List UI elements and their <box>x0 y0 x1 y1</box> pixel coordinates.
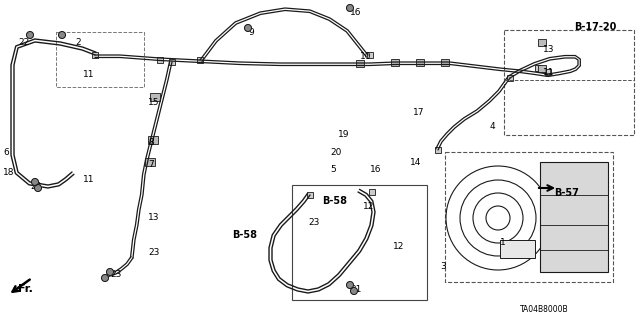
Circle shape <box>244 25 252 32</box>
FancyBboxPatch shape <box>416 58 424 65</box>
FancyBboxPatch shape <box>538 64 546 71</box>
Bar <box>307 192 313 198</box>
Bar <box>367 52 373 58</box>
FancyBboxPatch shape <box>150 93 160 101</box>
Text: 6: 6 <box>3 148 9 157</box>
Text: 13: 13 <box>148 213 159 222</box>
Bar <box>504 30 634 135</box>
Text: 21: 21 <box>350 285 362 294</box>
Text: B-17-20: B-17-20 <box>574 22 616 32</box>
Text: 14: 14 <box>410 158 421 167</box>
Text: 16: 16 <box>350 8 362 17</box>
Text: 10: 10 <box>360 52 371 61</box>
Bar <box>545 69 551 75</box>
Bar <box>56 32 144 87</box>
Circle shape <box>26 32 33 39</box>
Text: 7: 7 <box>148 160 154 169</box>
Text: 23: 23 <box>110 270 122 279</box>
Text: 16: 16 <box>370 165 381 174</box>
Text: 22: 22 <box>18 38 29 47</box>
Text: 2: 2 <box>75 38 81 47</box>
FancyBboxPatch shape <box>500 240 535 258</box>
Text: 1: 1 <box>500 238 506 247</box>
Text: B-57: B-57 <box>554 188 579 198</box>
Bar <box>507 75 513 81</box>
Text: 15: 15 <box>148 98 159 107</box>
Circle shape <box>346 281 353 288</box>
Text: 3: 3 <box>440 262 445 271</box>
Text: 11: 11 <box>543 68 554 77</box>
Text: 17: 17 <box>413 108 424 117</box>
Circle shape <box>58 32 65 39</box>
Text: 5: 5 <box>330 165 336 174</box>
Bar <box>445 152 613 282</box>
Bar <box>197 57 203 63</box>
FancyBboxPatch shape <box>148 136 158 144</box>
Bar <box>157 57 163 63</box>
Text: 20: 20 <box>330 148 341 157</box>
Text: 23: 23 <box>30 182 42 191</box>
Text: 13: 13 <box>543 45 554 54</box>
Text: 23: 23 <box>148 248 159 257</box>
FancyBboxPatch shape <box>540 162 608 272</box>
Circle shape <box>31 179 38 186</box>
FancyBboxPatch shape <box>356 60 364 66</box>
Text: 19: 19 <box>338 130 349 139</box>
Bar <box>369 189 375 195</box>
Text: 18: 18 <box>3 168 15 177</box>
Text: 11: 11 <box>83 70 95 79</box>
FancyBboxPatch shape <box>441 58 449 65</box>
Text: TA04B8000B: TA04B8000B <box>520 305 568 314</box>
Bar <box>435 147 441 153</box>
Text: 8: 8 <box>148 138 154 147</box>
Bar <box>92 52 98 58</box>
Text: 12: 12 <box>393 242 404 251</box>
Circle shape <box>106 269 113 276</box>
Circle shape <box>102 275 109 281</box>
Bar <box>292 185 427 300</box>
Text: B-58: B-58 <box>232 230 257 240</box>
Text: 12: 12 <box>363 202 374 211</box>
FancyBboxPatch shape <box>145 158 155 166</box>
Text: 23: 23 <box>308 218 319 227</box>
Bar <box>169 59 175 65</box>
Circle shape <box>35 184 42 191</box>
Text: 9: 9 <box>248 28 253 37</box>
Text: Fr.: Fr. <box>18 284 33 294</box>
Circle shape <box>351 287 358 294</box>
Text: 11: 11 <box>83 175 95 184</box>
Text: 4: 4 <box>490 122 495 131</box>
FancyBboxPatch shape <box>391 58 399 65</box>
Text: B-58: B-58 <box>322 196 347 206</box>
FancyBboxPatch shape <box>538 39 546 46</box>
Bar <box>535 65 541 71</box>
Circle shape <box>346 4 353 11</box>
